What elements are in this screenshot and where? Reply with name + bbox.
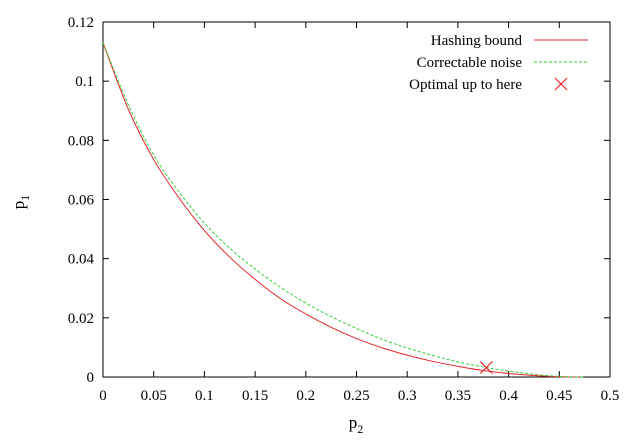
legend-swatch (554, 77, 568, 91)
legend-label: Hashing bound (431, 33, 523, 49)
x-tick-label: 0.45 (546, 388, 572, 404)
legend: Hashing bound Correctable noise Optimal up… (409, 33, 588, 93)
y-tick-label: 0.04 (68, 252, 95, 268)
y-tick-label: 0.06 (68, 193, 95, 209)
x-tick-label: 0.15 (242, 388, 268, 404)
y-tick-label: 0 (87, 370, 95, 386)
y-axis-label: p1 (9, 195, 32, 210)
marker-stroke (479, 361, 493, 374)
x-tick-label: 0.3 (398, 388, 417, 404)
x-tick-label: 0.4 (499, 388, 518, 404)
legend-label: Optimal up to here (409, 77, 522, 93)
y-tick-label: 0.12 (68, 15, 94, 31)
marker-stroke (554, 77, 568, 91)
axis-ticks: 0 0.05 0.1 0.15 0.2 0.25 0.3 0.35 0.4 0.45 0.5 0 0.0… (68, 15, 620, 404)
y-tick-label: 0.02 (68, 311, 94, 327)
x-tick-label: 0.25 (343, 388, 369, 404)
y-tick-label: 0.08 (68, 133, 94, 149)
plot-frame (102, 21, 611, 378)
series-line-hashing-bound (102, 42, 580, 378)
x-tick-label: 0.05 (141, 388, 167, 404)
x-tick-label: 0.35 (445, 388, 471, 404)
x-axis-label: p2 (349, 413, 364, 436)
x-tick-label: 0.1 (195, 388, 214, 404)
series-line-correctable-noise (102, 42, 585, 378)
optimal-marker (479, 361, 493, 374)
legend-label: Correctable noise (417, 55, 523, 71)
x-tick-label: 0.2 (296, 388, 315, 404)
series-layer (102, 42, 585, 378)
x-tick-label: 0.5 (601, 388, 620, 404)
x-tick-label: 0 (99, 388, 107, 404)
y-tick-label: 0.1 (75, 74, 94, 90)
